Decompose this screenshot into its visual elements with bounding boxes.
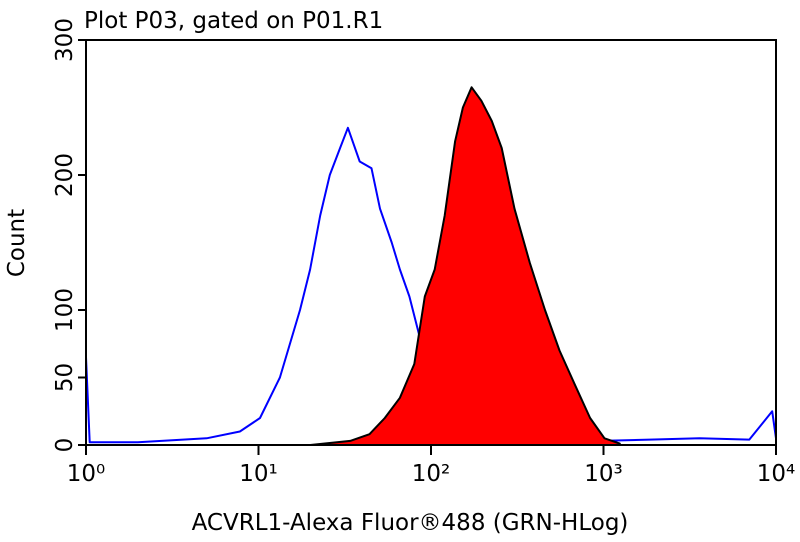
x-tick-label: 10³ [584,461,623,487]
y-axis-label: Count [4,209,30,277]
histogram-area [309,86,621,446]
y-tick-label: 100 [52,288,78,332]
y-tick-label: 300 [52,18,78,62]
x-tick-label: 10⁰ [67,461,106,487]
y-tick-label: 50 [52,363,78,392]
x-axis-label: ACVRL1-Alexa Fluor®488 (GRN-HLog) [192,510,629,536]
y-tick-label: 200 [52,153,78,197]
x-tick-label: 10⁴ [757,461,796,487]
y-tick-label: 0 [52,438,78,453]
x-tick-label: 10¹ [239,461,278,487]
chart-title: Plot P03, gated on P01.R1 [84,8,383,34]
x-tick-label: 10² [412,461,451,487]
